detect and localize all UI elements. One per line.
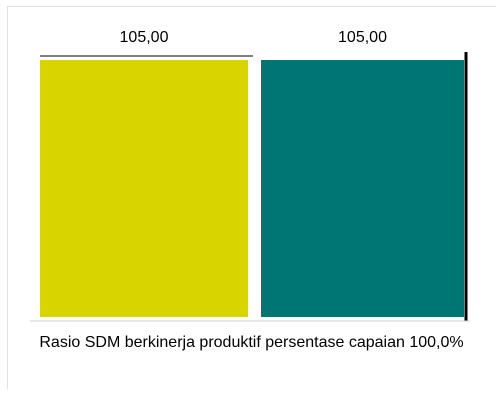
chart-frame [7,6,496,389]
category-label: Rasio SDM berkinerja produktif persentas… [39,334,464,351]
bar-1 [40,60,248,317]
bar-2 [261,60,464,317]
data-label-1: 105,00 [120,29,169,46]
data-label-2: 105,00 [338,29,387,46]
